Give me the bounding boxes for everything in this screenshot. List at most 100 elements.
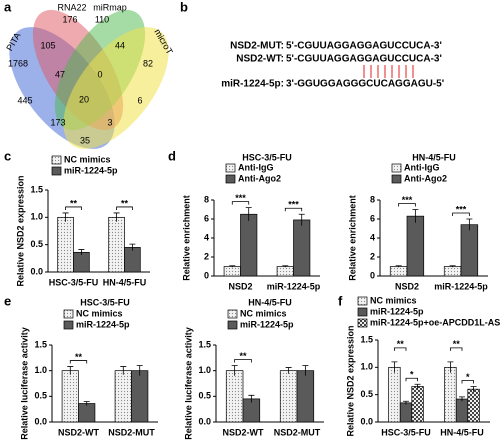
- error-bar: [229, 265, 236, 268]
- sig-label: ***: [402, 195, 413, 205]
- seq-label: miR-1224-5p:: [221, 79, 284, 90]
- error-bar: [459, 396, 465, 402]
- error-bar: [395, 265, 402, 268]
- y-tick-label: 1.5: [360, 334, 373, 344]
- legend-swatch: [357, 318, 368, 328]
- error-bar: [470, 386, 477, 392]
- bar: [225, 370, 244, 423]
- venn-count: 105: [40, 40, 55, 50]
- error-bar: [113, 212, 120, 222]
- error-bar: [136, 365, 143, 376]
- venn-count: 20: [79, 94, 89, 104]
- legend-swatch: [227, 320, 238, 330]
- error-bar: [245, 207, 252, 221]
- venn-count: 47: [55, 69, 65, 79]
- y-tick-label: 0: [370, 270, 375, 280]
- legend-swatch: [63, 309, 74, 319]
- error-bar: [78, 249, 85, 256]
- seq: 5'-CGUUAGGAGGAGUCCUCA-3': [286, 41, 442, 52]
- legend-swatch: [357, 307, 368, 317]
- legend-label: miR-1224-5p: [64, 165, 118, 175]
- sig-label: *: [410, 370, 414, 380]
- x-tick-label: HN-4/5-FU: [103, 277, 147, 287]
- error-bar: [120, 366, 127, 375]
- sig-label: ***: [288, 200, 299, 210]
- seq-label: NSD2-MUT:: [230, 41, 284, 52]
- error-bar: [83, 401, 90, 406]
- error-bar: [285, 367, 292, 374]
- sig-label: **: [397, 339, 405, 349]
- error-bar: [67, 366, 74, 375]
- sig-label: *: [466, 372, 470, 382]
- legend-label: Anti-Ago2: [238, 173, 281, 183]
- error-bar: [414, 383, 421, 389]
- error-bar: [412, 209, 419, 223]
- bar: [296, 370, 315, 423]
- bar: [73, 251, 90, 273]
- chart-title: HSC-3/5-FU: [80, 297, 130, 307]
- error-bar: [62, 212, 69, 222]
- bar: [389, 266, 408, 277]
- sig-bracket: [234, 359, 252, 363]
- x-tick-label: HN-4/5-FU: [440, 427, 484, 437]
- y-tick-label: 1.5: [30, 184, 43, 194]
- bar: [293, 219, 311, 277]
- legend-swatch: [225, 174, 236, 184]
- venn-count: 173: [50, 117, 65, 127]
- bar: [406, 215, 425, 277]
- y-tick-label: 0.5: [30, 239, 43, 249]
- legend-swatch: [51, 166, 62, 176]
- sig-bracket: [405, 377, 418, 382]
- y-axis-title: Relative luciferase activity: [183, 327, 193, 440]
- venn-label: RNA22: [57, 2, 86, 12]
- sequences: NSD2-MUT: 5'-CGUUAGGAGGAGUCCUCA-3' NSD2-…: [221, 41, 444, 90]
- seq: 3'-GGUGGAGGGCUCAGGAGU-5': [286, 79, 444, 90]
- x-tick-label: NSD2-MUT: [108, 427, 155, 437]
- sig-label: **: [75, 352, 83, 362]
- y-tick-label: 2: [204, 251, 209, 261]
- x-tick-label: NSD2: [395, 281, 419, 291]
- legend-label: NC mimics: [240, 308, 287, 318]
- x-tick-label: miR-1224-5p: [434, 281, 488, 291]
- error-bar: [129, 243, 136, 251]
- chart-title: HN-4/5-FU: [412, 152, 456, 162]
- x-tick-label: HSC-3/5-FU: [381, 427, 431, 437]
- sig-bracket: [452, 212, 470, 216]
- venn-count: 3: [107, 117, 112, 127]
- bar: [276, 266, 294, 277]
- sig-label: **: [121, 198, 129, 208]
- venn-count: 445: [17, 95, 32, 105]
- bar: [114, 370, 132, 423]
- sig-bracket: [116, 206, 133, 210]
- y-tick-label: 0: [204, 270, 209, 280]
- panel-label: a: [4, 0, 12, 14]
- sig-label: **: [453, 339, 461, 349]
- sig-label: ***: [456, 204, 467, 214]
- sig-bracket: [231, 201, 250, 205]
- venn-count: 110: [95, 14, 109, 24]
- legend-label: miR-1224-5p: [240, 319, 294, 329]
- legend-label: Anti-IgG: [238, 162, 274, 172]
- y-tick-label: 8: [204, 194, 209, 204]
- bar: [223, 266, 241, 277]
- chart-title: HSC-3/5-FU: [242, 152, 292, 162]
- panel-label: d: [168, 148, 176, 163]
- legend-swatch: [63, 320, 74, 330]
- bar: [443, 266, 462, 277]
- legend-label: NC mimics: [370, 295, 417, 305]
- venn-count: 1768: [8, 58, 28, 68]
- y-tick-label: 0.0: [198, 416, 211, 426]
- error-bar: [298, 213, 305, 226]
- error-bar: [302, 365, 309, 376]
- y-tick-label: 2: [370, 251, 375, 261]
- venn-count: 176: [62, 14, 77, 24]
- venn-count: 44: [115, 40, 125, 50]
- y-axis-title: Relative enrichment: [347, 195, 357, 281]
- legend-swatch: [227, 309, 238, 319]
- venn-count: 0: [97, 69, 102, 79]
- error-bar: [466, 218, 473, 231]
- legend-label: miR-1224-5p: [370, 306, 424, 316]
- error-bar: [391, 361, 398, 373]
- legend-swatch: [51, 155, 62, 165]
